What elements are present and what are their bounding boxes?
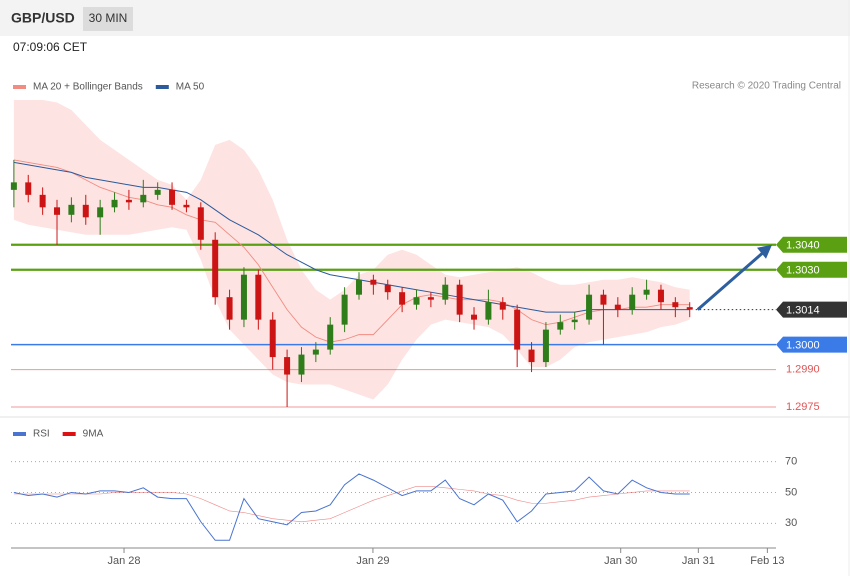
candle-body (125, 199, 132, 203)
candle-body (82, 204, 89, 218)
candle-body (97, 207, 104, 218)
legend-swatch (13, 85, 26, 89)
candle-body (298, 354, 305, 375)
candle-body (54, 207, 61, 215)
candle-body (284, 357, 291, 375)
legend-swatch (155, 85, 169, 89)
candle-body (413, 297, 420, 305)
legend-label: 9MA (83, 429, 104, 440)
symbol: GBP/USD (11, 10, 75, 26)
candle-body (312, 349, 319, 355)
candle-body (686, 307, 693, 310)
forecast-arrow (696, 250, 765, 311)
level-box (776, 336, 847, 353)
x-tick-label: Jan 30 (604, 555, 637, 567)
candle-body (586, 294, 593, 320)
timestamp: 07:09:06 CET (13, 40, 88, 54)
level-label: 1.2990 (786, 363, 820, 375)
candle-body (542, 329, 549, 363)
candle-body (557, 322, 564, 330)
level-label: 1.2975 (786, 401, 820, 413)
level-box (776, 301, 847, 318)
level-box (776, 236, 847, 253)
candle-body (499, 302, 506, 310)
candle-body (485, 302, 492, 320)
candle-body (226, 297, 233, 320)
ma-line (13, 161, 690, 313)
legend-label: MA 20 + Bollinger Bands (33, 82, 143, 93)
arrow-head (757, 244, 772, 259)
credit: Research © 2020 Trading Central (692, 81, 841, 92)
candle-body (657, 289, 664, 303)
x-tick-label: Jan 28 (108, 555, 141, 567)
rsi-line (13, 485, 690, 523)
rsi-line (13, 473, 690, 541)
candle-body (341, 294, 348, 325)
candle-body (169, 189, 176, 205)
candle-body (154, 189, 161, 195)
candle-body (140, 194, 147, 203)
candle-body (212, 239, 219, 298)
candle-body (427, 297, 434, 300)
candle-body (39, 194, 46, 208)
legend-swatch (62, 432, 76, 436)
candle-body (643, 289, 650, 295)
candle-body (600, 294, 607, 305)
candle-body (528, 349, 535, 363)
candle-body (629, 294, 636, 310)
candle-body (456, 284, 463, 315)
candle-body (327, 324, 334, 350)
ma-line (13, 159, 690, 343)
candle-body (197, 207, 204, 240)
level-label: 1.3014 (786, 305, 820, 317)
candle-body (255, 274, 262, 320)
x-tick-label: Jan 31 (682, 555, 715, 567)
candle-body (10, 182, 17, 190)
x-tick-label: Feb 13 (750, 555, 784, 567)
candle-body (442, 284, 449, 300)
candle-body (471, 314, 478, 320)
candle-body (514, 309, 521, 350)
candle-body (269, 319, 276, 358)
level-label: 1.3000 (786, 340, 820, 352)
level-box (776, 261, 847, 278)
candle-body (111, 199, 118, 208)
candle-body (614, 304, 621, 310)
candle-body (399, 292, 406, 305)
candle-body (571, 319, 578, 323)
candle-body (25, 182, 32, 195)
candle-body (355, 279, 362, 295)
legend-label: RSI (33, 429, 50, 440)
y-tick-label: 50 (785, 486, 797, 498)
x-tick-label: Jan 29 (356, 555, 389, 567)
legend-swatch (13, 432, 26, 436)
level-label: 1.3040 (786, 240, 820, 252)
candle-body (672, 302, 679, 308)
y-tick-label: 30 (785, 517, 797, 529)
candle-body (240, 274, 247, 320)
header-bar (0, 0, 850, 36)
level-label: 1.3030 (786, 265, 820, 277)
bollinger-band (13, 100, 690, 400)
candle-body (370, 279, 377, 285)
candle-body (384, 284, 391, 293)
legend-label: MA 50 (176, 82, 205, 93)
candle-body (68, 204, 75, 215)
interval: 30 MIN (89, 11, 128, 25)
candle-body (183, 204, 190, 208)
y-tick-label: 70 (785, 456, 797, 468)
interval-box (83, 7, 133, 31)
